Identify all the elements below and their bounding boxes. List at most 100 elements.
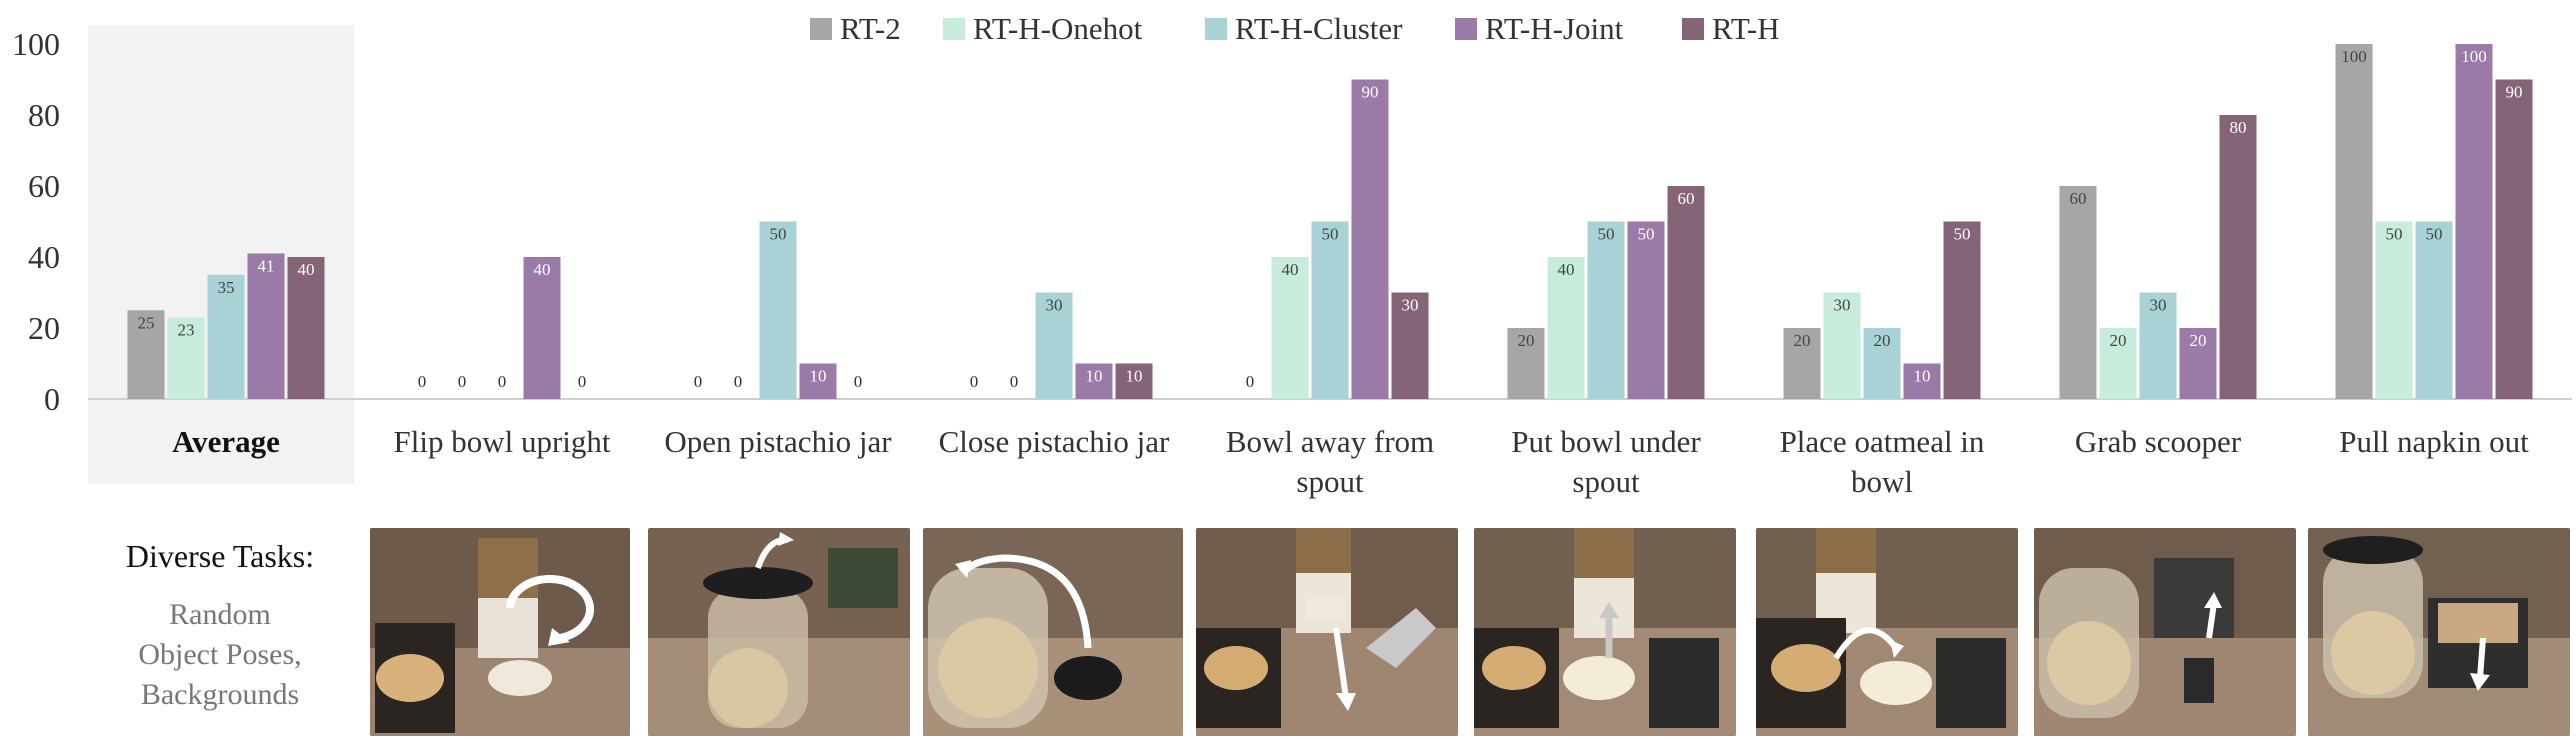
data-label-rt-h-onehot-put-bowl-under-spout: 40 [1558, 260, 1575, 279]
data-label-rt-h-cluster-close-pistachio-jar: 30 [1046, 296, 1063, 315]
data-label-rt-2-bowl-away-from-spout: 0 [1246, 372, 1255, 391]
bar-rt-h-joint-pull-napkin-out [2455, 44, 2493, 399]
data-label-rt-h-pull-napkin-out: 90 [2506, 83, 2523, 102]
legend-swatch-rt-2 [810, 18, 832, 40]
data-label-rt-h-onehot-average: 23 [178, 320, 195, 339]
data-label-rt-h-put-bowl-under-spout: 60 [1678, 189, 1695, 208]
bar-rt-h-put-bowl-under-spout [1667, 186, 1705, 399]
category-label-put-bowl-under-spout: spout [1572, 464, 1640, 499]
category-label-flip-bowl-upright: Flip bowl upright [393, 424, 610, 459]
legend: RT-2 RT-H-Onehot RT-H-Cluster RT-H-Joint RT-… [810, 11, 1780, 46]
bar-rt-h-cluster-pull-napkin-out [2415, 221, 2453, 399]
data-label-rt-h-cluster-pull-napkin-out: 50 [2426, 225, 2443, 244]
task-image-grab-scooper [2034, 528, 2296, 736]
legend-swatch-rt-h-joint [1455, 18, 1477, 40]
data-label-rt-2-put-bowl-under-spout: 20 [1518, 331, 1535, 350]
bar-rt-h-joint-close-pistachio-jar [1075, 363, 1113, 399]
data-label-rt-h-cluster-open-pistachio-jar: 50 [770, 225, 787, 244]
data-label-rt-2-close-pistachio-jar: 0 [970, 372, 979, 391]
bar-rt-h-joint-place-oatmeal-in-bowl [1903, 363, 1941, 399]
y-tick-label: 40 [28, 239, 60, 275]
data-label-rt-h-joint-place-oatmeal-in-bowl: 10 [1914, 367, 1931, 386]
category-label-open-pistachio-jar: Open pistachio jar [664, 424, 892, 459]
legend-label-rt-h-onehot: RT-H-Onehot [973, 11, 1143, 46]
legend-label-rt-h-joint: RT-H-Joint [1485, 11, 1624, 46]
diverse-tasks-title: Diverse Tasks: [125, 538, 315, 574]
category-labels: Average Flip bowl upright Open pistachio j… [172, 424, 2529, 499]
bar-rt-h-close-pistachio-jar [1115, 363, 1153, 399]
average-highlight-panel [88, 25, 354, 484]
category-label-place-oatmeal-in-bowl: bowl [1851, 464, 1913, 499]
data-label-rt-h-bowl-away-from-spout: 30 [1402, 296, 1419, 315]
data-label-rt-h-onehot-open-pistachio-jar: 0 [734, 372, 743, 391]
data-label-rt-h-flip-bowl-upright: 0 [578, 372, 587, 391]
y-tick-label: 100 [12, 26, 60, 62]
category-label-close-pistachio-jar: Close pistachio jar [939, 424, 1170, 459]
legend-swatch-rt-h [1682, 18, 1704, 40]
task-image-flip-bowl-upright [370, 528, 630, 736]
bar-rt-h-average [287, 257, 325, 399]
data-label-rt-2-place-oatmeal-in-bowl: 20 [1794, 331, 1811, 350]
category-label-grab-scooper: Grab scooper [2075, 424, 2242, 459]
data-label-rt-h-average: 40 [298, 260, 315, 279]
bar-rt-h-onehot-grab-scooper [2099, 328, 2137, 399]
data-label-rt-h-joint-open-pistachio-jar: 10 [810, 367, 827, 386]
data-label-rt-h-open-pistachio-jar: 0 [854, 372, 863, 391]
legend-label-rt-2: RT-2 [840, 11, 901, 46]
bar-rt-h-cluster-place-oatmeal-in-bowl [1863, 328, 1901, 399]
bar-rt-h-grab-scooper [2219, 115, 2257, 399]
bar-rt-h-cluster-bowl-away-from-spout [1311, 221, 1349, 399]
data-label-rt-h-onehot-grab-scooper: 20 [2110, 331, 2127, 350]
bar-rt-h-cluster-average [207, 274, 245, 399]
bar-rt-h-onehot-place-oatmeal-in-bowl [1823, 292, 1861, 399]
bar-rt-h-place-oatmeal-in-bowl [1943, 221, 1981, 399]
bar-rt-2-place-oatmeal-in-bowl [1783, 328, 1821, 399]
data-label-rt-2-average: 25 [138, 313, 155, 332]
data-label-rt-h-joint-bowl-away-from-spout: 90 [1362, 83, 1379, 102]
task-image-put-bowl-under-spout [1474, 528, 1736, 736]
bar-rt-h-joint-average [247, 253, 285, 399]
task-image-close-pistachio-jar [923, 528, 1183, 736]
category-label-bowl-away-from-spout: spout [1296, 464, 1364, 499]
data-label-rt-h-cluster-flip-bowl-upright: 0 [498, 372, 507, 391]
data-label-rt-h-joint-grab-scooper: 20 [2190, 331, 2207, 350]
bar-rt-h-bowl-away-from-spout [1391, 292, 1429, 399]
data-label-rt-h-onehot-place-oatmeal-in-bowl: 30 [1834, 296, 1851, 315]
data-label-rt-h-cluster-place-oatmeal-in-bowl: 20 [1874, 331, 1891, 350]
bar-rt-h-cluster-put-bowl-under-spout [1587, 221, 1625, 399]
legend-swatch-rt-h-onehot [943, 18, 965, 40]
bar-rt-h-joint-open-pistachio-jar [799, 363, 837, 399]
data-label-rt-h-onehot-bowl-away-from-spout: 40 [1282, 260, 1299, 279]
data-label-rt-h-cluster-average: 35 [218, 278, 235, 297]
data-label-rt-h-close-pistachio-jar: 10 [1126, 367, 1143, 386]
bar-rt-h-onehot-bowl-away-from-spout [1271, 257, 1309, 399]
bar-rt-h-cluster-open-pistachio-jar [759, 221, 797, 399]
bar-rt-2-pull-napkin-out [2335, 44, 2373, 399]
task-image-bowl-away-from-spout [1196, 528, 1458, 736]
data-label-rt-h-place-oatmeal-in-bowl: 50 [1954, 225, 1971, 244]
bar-rt-h-joint-flip-bowl-upright [523, 257, 561, 399]
data-label-rt-h-onehot-pull-napkin-out: 50 [2386, 225, 2403, 244]
task-image-pull-napkin-out [2308, 528, 2570, 736]
bar-rt-2-average [127, 310, 165, 399]
bar-rt-2-grab-scooper [2059, 186, 2097, 399]
legend-label-rt-h-cluster: RT-H-Cluster [1235, 11, 1403, 46]
bar-rt-2-put-bowl-under-spout [1507, 328, 1545, 399]
legend-label-rt-h: RT-H [1712, 11, 1780, 46]
data-label-rt-2-open-pistachio-jar: 0 [694, 372, 703, 391]
category-label-put-bowl-under-spout: Put bowl under [1511, 424, 1701, 459]
task-image-open-pistachio-jar [648, 528, 910, 736]
bar-rt-h-joint-bowl-away-from-spout [1351, 79, 1389, 399]
y-tick-label: 0 [44, 381, 60, 417]
bar-rt-h-onehot-average [167, 317, 205, 399]
bar-rt-h-onehot-pull-napkin-out [2375, 221, 2413, 399]
category-label-bowl-away-from-spout: Bowl away from [1226, 424, 1434, 459]
data-label-rt-h-joint-flip-bowl-upright: 40 [534, 260, 551, 279]
bar-rt-h-cluster-grab-scooper [2139, 292, 2177, 399]
data-label-rt-2-grab-scooper: 60 [2070, 189, 2087, 208]
y-tick-label: 60 [28, 168, 60, 204]
category-label-average: Average [172, 424, 280, 459]
data-label-rt-h-cluster-put-bowl-under-spout: 50 [1598, 225, 1615, 244]
